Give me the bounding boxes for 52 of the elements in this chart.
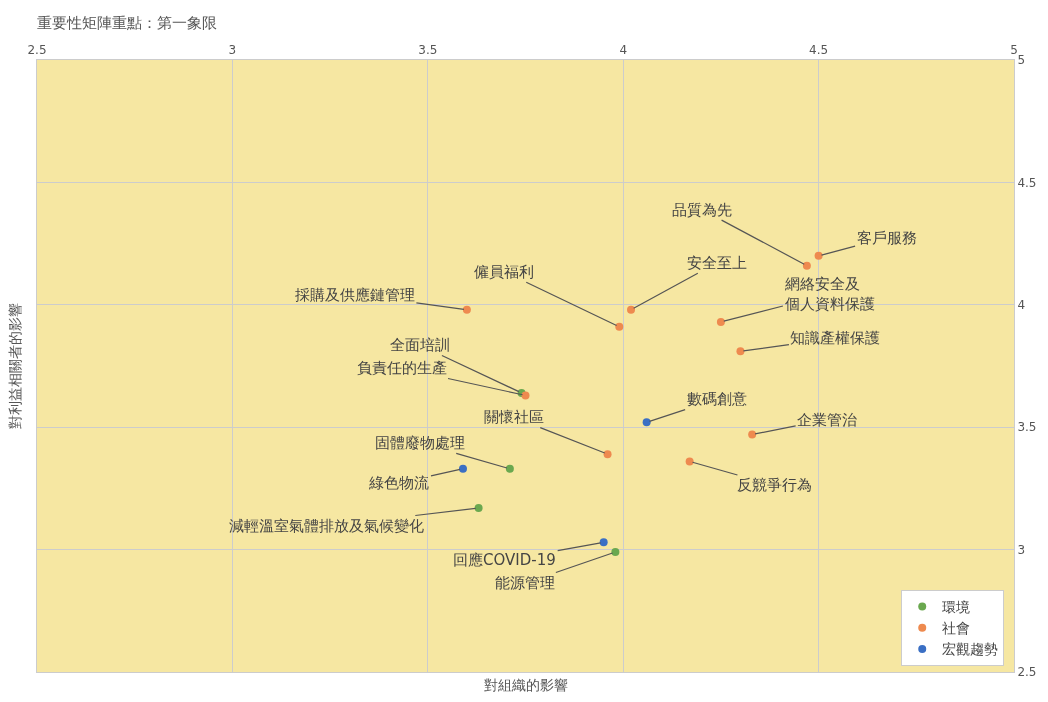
point [603, 450, 612, 459]
y-tick-label: 4.5 [1017, 175, 1037, 190]
point [458, 464, 467, 473]
x-tick-label: 4 [619, 43, 628, 58]
annotation: 知識產權保護 [790, 329, 880, 347]
point [748, 430, 757, 439]
x-tick-label: 3 [228, 43, 237, 58]
annotation: 品質為先 [672, 201, 732, 219]
legend-label: 環境 [942, 598, 971, 615]
annotation: 關懷社區 [484, 408, 544, 426]
legend-label: 宏觀趨勢 [942, 641, 999, 658]
annotation: 數碼創意 [687, 390, 747, 408]
x-tick-label: 3.5 [418, 43, 438, 58]
point [599, 538, 608, 547]
point [802, 261, 811, 270]
annotation: 企業管治 [797, 411, 857, 429]
y-tick-label: 2.5 [1017, 665, 1037, 680]
annotation: 負責任的生產 [357, 359, 447, 377]
point [505, 464, 514, 473]
y-axis-title: 對利益相關者的影響 [7, 303, 24, 430]
y-tick-label: 4 [1017, 298, 1026, 312]
point [615, 322, 624, 331]
point [521, 391, 530, 400]
chart-title: 重要性矩陣重點：第一象限 [36, 14, 217, 33]
annotation: 網絡安全及個人資料保護 [784, 275, 875, 313]
annotation: 固體廢物處理 [375, 434, 465, 452]
point [736, 347, 745, 356]
point [642, 418, 651, 427]
point [474, 503, 483, 512]
annotation: 回應COVID-19 [453, 551, 556, 569]
annotation: 綠色物流 [368, 474, 429, 492]
annotation: 全面培訓 [390, 336, 450, 354]
annotation: 反競爭行為 [737, 476, 812, 494]
x-tick-label: 2.5 [27, 43, 47, 58]
point [627, 305, 636, 314]
annotation: 採購及供應鏈管理 [295, 286, 415, 304]
annotation: 安全至上 [687, 254, 747, 272]
y-tick-label: 3.5 [1017, 420, 1037, 435]
annotation: 減輕溫室氣體排放及氣候變化 [229, 517, 424, 535]
point [716, 317, 725, 326]
annotation: 能源管理 [495, 574, 555, 592]
annotation: 客戶服務 [857, 229, 917, 247]
y-tick-label: 5 [1017, 53, 1026, 68]
point [685, 457, 694, 466]
point [611, 548, 620, 557]
point [814, 251, 823, 260]
y-tick-label: 3 [1017, 542, 1026, 557]
x-axis-title: 對組織的影響 [484, 677, 568, 693]
x-tick-label: 4.5 [809, 43, 829, 58]
point [462, 305, 471, 314]
legend-label: 社會 [942, 620, 971, 637]
annotation: 僱員福利 [474, 263, 534, 281]
